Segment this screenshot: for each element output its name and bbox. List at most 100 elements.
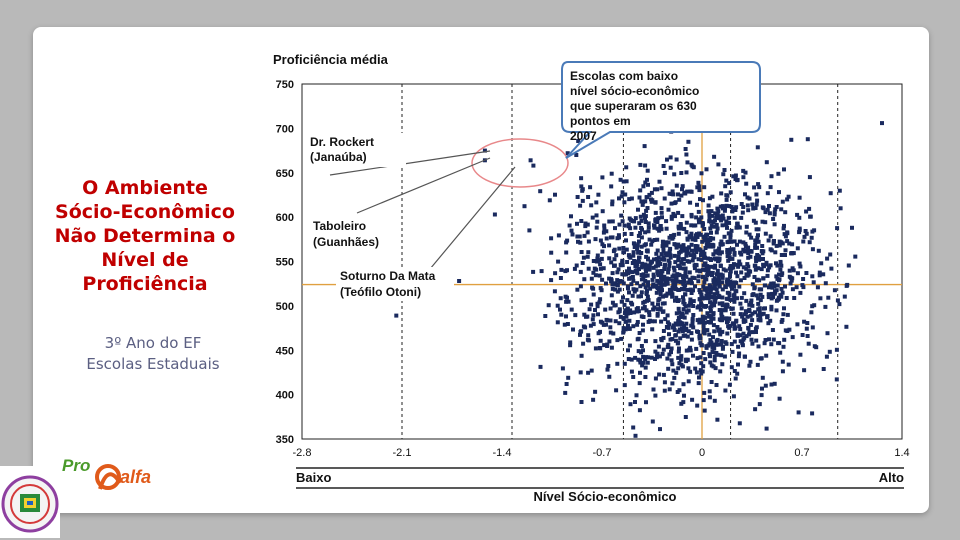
scatter-point [780, 318, 785, 322]
scatter-point [676, 254, 681, 259]
scatter-point [622, 361, 627, 366]
scatter-point [780, 290, 785, 295]
scatter-point [838, 206, 843, 211]
scatter-point [828, 252, 833, 257]
scatter-point [679, 171, 684, 175]
scatter-point [709, 304, 714, 309]
scatter-point [675, 322, 680, 327]
scatter-point [690, 321, 695, 326]
scatter-point [669, 201, 674, 206]
scatter-point [693, 244, 698, 248]
scatter-point [728, 297, 733, 302]
scatter-point [703, 246, 708, 250]
scatter-point [609, 293, 614, 298]
scatter-point [712, 265, 717, 270]
scatter-point [706, 267, 711, 272]
scatter-point [769, 281, 774, 286]
scatter-point [810, 247, 815, 252]
scatter-point [825, 331, 830, 336]
scatter-point [726, 231, 731, 236]
scatter-point [765, 273, 770, 278]
scatter-point [759, 249, 764, 253]
scatter-point [760, 244, 765, 248]
scatter-point [774, 261, 778, 266]
scatter-point [732, 369, 737, 373]
scatter-point [642, 144, 647, 149]
scatter-point [676, 349, 681, 354]
scatter-point [798, 264, 803, 269]
scatter-point [701, 324, 706, 328]
scatter-point [612, 263, 617, 268]
scatter-point [683, 357, 688, 362]
scatter-point [603, 307, 608, 312]
scatter-point [617, 196, 621, 201]
scatter-point [795, 212, 800, 217]
scatter-point [661, 294, 665, 299]
scatter-point [714, 342, 719, 347]
scatter-point [757, 309, 762, 314]
scatter-point [645, 168, 650, 173]
scatter-point [809, 310, 814, 315]
scatter-point [756, 266, 761, 271]
scatter-point [701, 263, 706, 268]
scatter-point [662, 170, 667, 175]
scatter-point [754, 192, 759, 197]
scatter-point [712, 154, 717, 159]
scatter-point [633, 216, 638, 221]
scatter-point [617, 222, 622, 227]
scatter-point [746, 326, 751, 331]
scatter-point [643, 199, 648, 204]
scatter-point [754, 330, 758, 334]
scatter-point [673, 214, 677, 219]
scatter-point [667, 387, 672, 392]
scatter-point [745, 262, 750, 267]
scatter-point [688, 287, 693, 292]
scatter-point [556, 259, 561, 264]
scatter-point [783, 253, 787, 257]
scatter-point [627, 266, 631, 271]
scatter-point [652, 257, 656, 262]
scatter-point [659, 210, 664, 215]
scatter-point [647, 267, 652, 272]
scatter-point [667, 332, 671, 337]
scatter-point [701, 398, 706, 403]
scatter-point [690, 275, 695, 280]
title-line: Nível de [101, 249, 189, 271]
scatter-point [635, 243, 640, 248]
scatter-point [720, 273, 725, 278]
scatter-point [696, 257, 701, 262]
scatter-point [713, 366, 718, 371]
scatter-point [788, 281, 793, 286]
scatter-point [777, 190, 781, 195]
scatter-point [714, 287, 719, 292]
scatter-point [708, 338, 713, 343]
scatter-point [880, 121, 884, 126]
title-line: Proficiência [82, 273, 208, 295]
scatter-point [708, 309, 713, 314]
scatter-point [689, 189, 694, 194]
scatter-point [724, 203, 729, 208]
scatter-point [695, 356, 700, 361]
scatter-point [708, 236, 713, 240]
callout-text-line: Escolas com baixo [570, 69, 678, 83]
scatter-point [741, 265, 746, 270]
scatter-point [731, 394, 736, 399]
scatter-point [658, 292, 663, 297]
scatter-point [564, 314, 568, 319]
scatter-point [676, 258, 681, 263]
scatter-point [844, 283, 849, 288]
annotation-rockert-line1: Dr. Rockert [310, 135, 374, 149]
scatter-point [681, 382, 686, 387]
scatter-point [691, 353, 695, 358]
scatter-point [715, 417, 720, 422]
scatter-point [598, 238, 603, 243]
scatter-point [719, 339, 724, 343]
scatter-point [580, 198, 585, 203]
scatter-point [732, 339, 737, 344]
scatter-point [781, 344, 786, 349]
scatter-point [756, 233, 760, 238]
scatter-point [672, 242, 677, 247]
scatter-point [644, 208, 649, 213]
scatter-point [615, 289, 620, 294]
scatter-point [720, 223, 725, 228]
